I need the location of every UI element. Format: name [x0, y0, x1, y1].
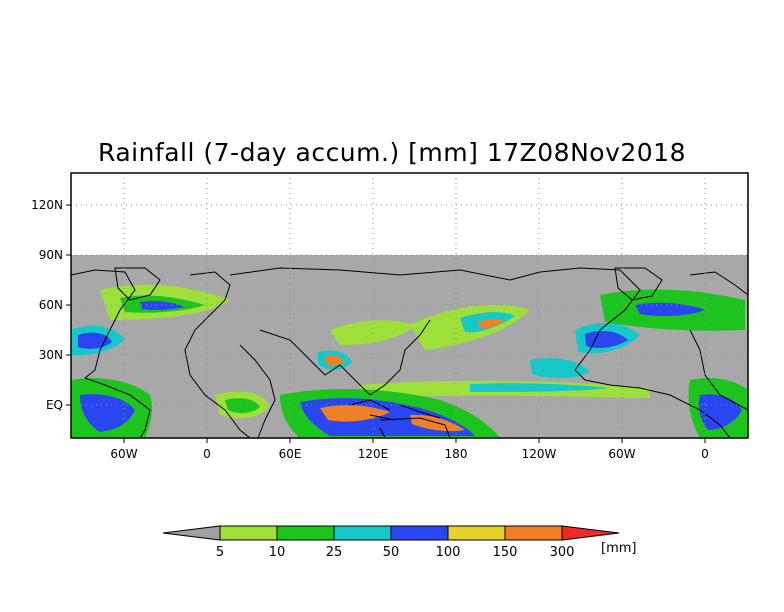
y-tick-label: 60N [39, 298, 63, 312]
x-tick-label: 120W [522, 447, 557, 461]
colorbar-box [390, 525, 449, 541]
y-axis [66, 204, 71, 406]
colorbar-box [333, 525, 392, 541]
graticule [71, 173, 748, 438]
colorbar-tick-label: 300 [550, 545, 575, 560]
colorbar-tick-label: 50 [383, 545, 400, 560]
y-tick-label: 120N [31, 198, 63, 212]
colorbar-labels: 5 10 25 50 100 150 300 [216, 545, 575, 560]
rain-band-gulf-left-core [78, 332, 112, 349]
coast-south-america-right [584, 379, 731, 439]
colorbar-box [219, 525, 278, 541]
colorbar-tick-label: 10 [269, 545, 286, 560]
colorbar-tick-label: 150 [493, 545, 518, 560]
rain-band-south-america-left-core [80, 394, 135, 432]
rain-band-gulf-right [530, 358, 590, 379]
map-title: Rainfall (7-day accum.) [mm] 17Z08Nov201… [98, 138, 686, 167]
rain-band-kuroshio [330, 320, 415, 345]
coast-africa-east [239, 344, 276, 439]
rain-band-north-atlantic-heavy [140, 300, 185, 311]
colorbar-box [447, 525, 506, 541]
rain-band-bay-of-bengal-heavy [325, 355, 344, 366]
rain-band-central-africa-core [225, 398, 260, 414]
x-tick-label: 180 [445, 447, 468, 461]
rain-band-south-america-right-core [698, 394, 742, 430]
colorbar [162, 525, 620, 541]
colorbar-arrow-high [561, 525, 620, 541]
rain-band-atlantic-right-core [635, 302, 705, 317]
coast-north-america-left [70, 269, 136, 379]
coast-australia [379, 417, 451, 439]
x-tick-label: 0 [701, 447, 709, 461]
y-tick-label: 90N [39, 248, 63, 262]
x-tick-label: 0 [203, 447, 211, 461]
rain-band-north-pacific-heavy [478, 319, 505, 329]
coast-greenland-left [114, 267, 161, 301]
colorbar-tick-label: 25 [326, 545, 343, 560]
coast-asia-north [229, 267, 511, 281]
colorbar-tick-label: 5 [216, 545, 224, 560]
x-axis [123, 438, 706, 443]
colorbar-arrow-low [162, 525, 221, 541]
colorbar-tick-label: 100 [436, 545, 461, 560]
rain-band-maritime-continent-heavy [320, 405, 390, 422]
x-tick-label: 120E [358, 447, 389, 461]
coast-asia-south [259, 319, 431, 396]
coast-greenland-right [614, 267, 663, 301]
rain-band-us-east-core [585, 330, 628, 348]
colorbar-unit: [mm] [601, 541, 637, 556]
coast-europe-right [689, 271, 749, 411]
y-tick-label: EQ [46, 398, 63, 412]
coastlines [70, 267, 749, 439]
colorbar-box [504, 525, 563, 541]
x-tick-label: 60W [608, 447, 635, 461]
x-tick-label: 60W [110, 447, 137, 461]
y-tick-label: 30N [39, 348, 63, 362]
rain-band-itcz-east-core [470, 383, 610, 392]
rainfall-patches [71, 284, 748, 438]
coast-south-america-left [84, 377, 151, 439]
colorbar-box [276, 525, 335, 541]
x-tick-label: 60E [279, 447, 302, 461]
coast-europe-africa [184, 271, 251, 439]
